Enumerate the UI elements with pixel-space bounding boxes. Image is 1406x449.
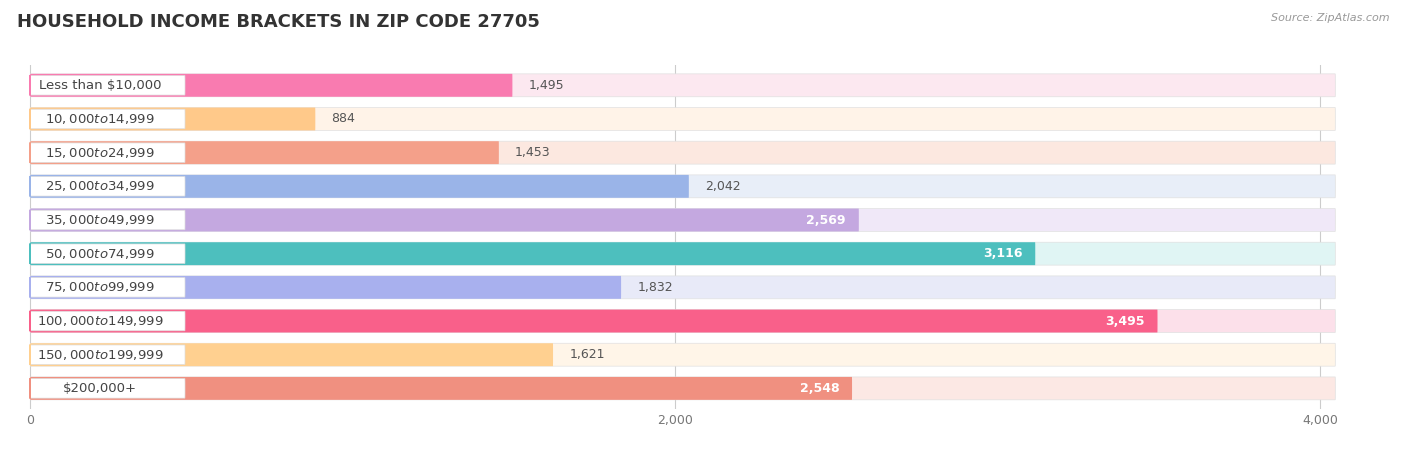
- FancyBboxPatch shape: [30, 107, 1336, 130]
- Text: 1,495: 1,495: [529, 79, 564, 92]
- FancyBboxPatch shape: [30, 143, 186, 163]
- FancyBboxPatch shape: [30, 176, 186, 196]
- FancyBboxPatch shape: [30, 343, 553, 366]
- FancyBboxPatch shape: [30, 208, 1336, 232]
- Text: 1,453: 1,453: [515, 146, 551, 159]
- FancyBboxPatch shape: [30, 276, 1336, 299]
- FancyBboxPatch shape: [30, 379, 186, 398]
- Text: Source: ZipAtlas.com: Source: ZipAtlas.com: [1271, 13, 1389, 23]
- FancyBboxPatch shape: [30, 107, 315, 130]
- FancyBboxPatch shape: [30, 242, 1336, 265]
- Text: $35,000 to $49,999: $35,000 to $49,999: [45, 213, 155, 227]
- FancyBboxPatch shape: [30, 277, 186, 297]
- Text: Less than $10,000: Less than $10,000: [38, 79, 162, 92]
- FancyBboxPatch shape: [30, 74, 512, 97]
- Text: $10,000 to $14,999: $10,000 to $14,999: [45, 112, 155, 126]
- FancyBboxPatch shape: [30, 210, 186, 230]
- Text: $150,000 to $199,999: $150,000 to $199,999: [37, 348, 163, 362]
- FancyBboxPatch shape: [30, 310, 1157, 332]
- Text: 2,569: 2,569: [807, 214, 846, 226]
- FancyBboxPatch shape: [30, 242, 1035, 265]
- FancyBboxPatch shape: [30, 175, 1336, 198]
- Text: $15,000 to $24,999: $15,000 to $24,999: [45, 145, 155, 160]
- Text: $200,000+: $200,000+: [63, 382, 136, 395]
- Text: 1,621: 1,621: [569, 348, 605, 361]
- Text: HOUSEHOLD INCOME BRACKETS IN ZIP CODE 27705: HOUSEHOLD INCOME BRACKETS IN ZIP CODE 27…: [17, 13, 540, 31]
- Text: 3,495: 3,495: [1105, 315, 1144, 327]
- FancyBboxPatch shape: [30, 141, 1336, 164]
- FancyBboxPatch shape: [30, 74, 1336, 97]
- FancyBboxPatch shape: [30, 141, 499, 164]
- Text: 2,548: 2,548: [800, 382, 839, 395]
- FancyBboxPatch shape: [30, 208, 859, 232]
- Text: 2,042: 2,042: [704, 180, 741, 193]
- Text: $100,000 to $149,999: $100,000 to $149,999: [37, 314, 163, 328]
- Text: 1,832: 1,832: [637, 281, 673, 294]
- FancyBboxPatch shape: [30, 311, 186, 331]
- FancyBboxPatch shape: [30, 345, 186, 365]
- FancyBboxPatch shape: [30, 377, 852, 400]
- FancyBboxPatch shape: [30, 276, 621, 299]
- Text: $25,000 to $34,999: $25,000 to $34,999: [45, 179, 155, 194]
- FancyBboxPatch shape: [30, 343, 1336, 366]
- FancyBboxPatch shape: [30, 310, 1336, 332]
- Text: $50,000 to $74,999: $50,000 to $74,999: [45, 247, 155, 261]
- FancyBboxPatch shape: [30, 175, 689, 198]
- FancyBboxPatch shape: [30, 244, 186, 264]
- Text: 3,116: 3,116: [983, 247, 1022, 260]
- Text: $75,000 to $99,999: $75,000 to $99,999: [45, 280, 155, 295]
- FancyBboxPatch shape: [30, 377, 1336, 400]
- FancyBboxPatch shape: [30, 109, 186, 129]
- Text: 884: 884: [332, 113, 356, 125]
- FancyBboxPatch shape: [30, 75, 186, 95]
